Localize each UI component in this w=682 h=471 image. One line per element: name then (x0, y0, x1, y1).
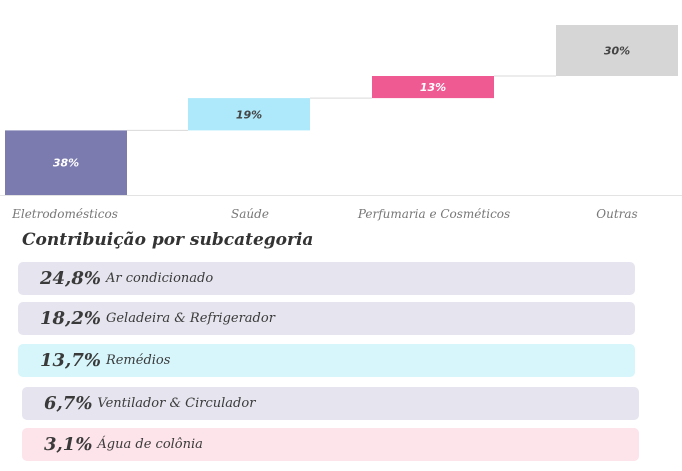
contribution-label: Água de colônia (97, 437, 203, 452)
data-label-1: 38% (53, 157, 79, 170)
contribution-pct: 6,7% (44, 393, 93, 414)
contribution-item: 3,1% Água de colônia (22, 428, 639, 461)
waterfall-chart: 38% 19% 13% 30% Eletrodomésticos Saúde Perfuma… (0, 0, 682, 230)
category-label-4: Outras (596, 207, 637, 221)
bar-3 (372, 76, 494, 99)
contribution-pct: 18,2% (40, 308, 101, 329)
contribution-pct: 13,7% (40, 350, 101, 371)
contribution-label: Remédios (105, 353, 171, 368)
category-label-2: Saúde (231, 207, 269, 221)
data-label-3: 13% (420, 81, 446, 94)
contribution-item: 24,8% Ar condicionado (18, 262, 635, 295)
contribution-item: 6,7% Ventilador & Circulador (22, 387, 639, 420)
category-label-3: Perfumaria e Cosméticos (357, 207, 510, 221)
waterfall-svg: 38% 19% 13% 30% Eletrodomésticos Saúde Perfuma… (0, 25, 682, 221)
bar-1 (5, 130, 127, 195)
contribution-label: Geladeira & Refrigerador (105, 311, 275, 326)
contribution-label: Ar condicionado (105, 271, 214, 286)
contribution-item: 13,7% Remédios (18, 344, 635, 377)
contribution-label: Ventilador & Circulador (97, 396, 256, 411)
data-label-4: 30% (604, 45, 630, 58)
contribution-pct: 3,1% (44, 434, 93, 455)
category-label-1: Eletrodomésticos (11, 207, 118, 221)
bar-4 (556, 25, 678, 76)
contribution-pct: 24,8% (40, 268, 101, 289)
bar-2 (188, 98, 310, 131)
contribution-title: Contribuição por subcategoria (22, 230, 314, 250)
contribution-item: 18,2% Geladeira & Refrigerador (18, 302, 635, 335)
data-label-2: 19% (236, 108, 262, 121)
